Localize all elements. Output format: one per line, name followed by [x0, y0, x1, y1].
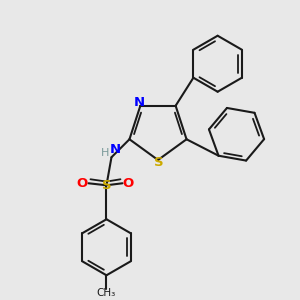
Text: H: H — [101, 148, 110, 158]
Text: S: S — [102, 179, 111, 192]
Text: N: N — [134, 96, 145, 109]
Text: CH₃: CH₃ — [97, 288, 116, 298]
Text: O: O — [77, 177, 88, 190]
Text: O: O — [123, 177, 134, 190]
Text: N: N — [110, 143, 121, 156]
Text: S: S — [154, 157, 164, 169]
